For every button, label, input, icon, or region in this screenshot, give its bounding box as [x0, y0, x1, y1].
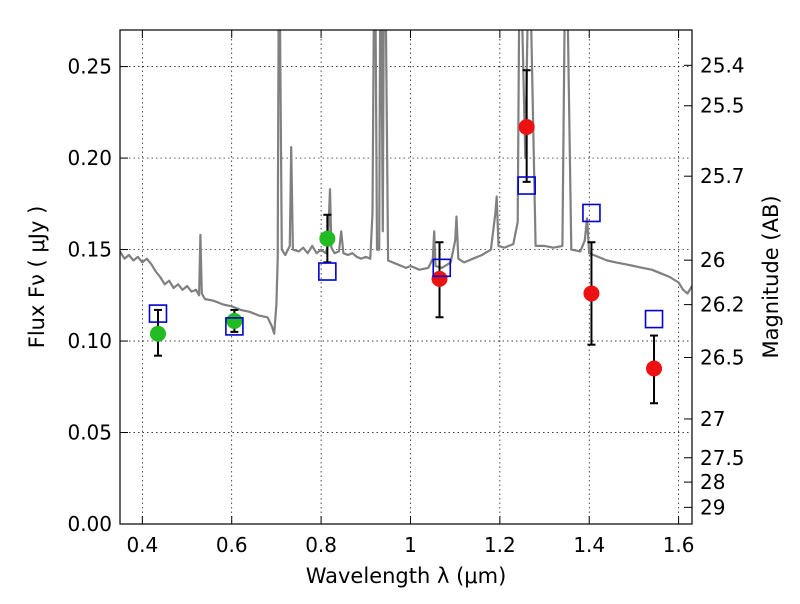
model-point — [644, 309, 664, 329]
y2-tick-label: 26.2 — [700, 293, 745, 317]
y2-tick-label: 27 — [700, 407, 725, 431]
x-tick-label: 1 — [404, 533, 417, 557]
y2-tick-label: 26 — [700, 248, 725, 272]
x-tick-label: 1.4 — [573, 533, 605, 557]
spectrum-line — [120, 30, 692, 335]
y-tick-label: 0.05 — [67, 421, 112, 445]
y2-tick-label: 27.5 — [700, 446, 745, 470]
y2-tick-label: 25.5 — [700, 94, 745, 118]
x-axis-label: Wavelength λ (μm) — [306, 564, 507, 588]
data-point — [518, 118, 535, 135]
y2-axis-label: Magnitude (AB) — [759, 195, 783, 358]
y2-tick-label: 26.5 — [700, 346, 745, 370]
plot-frame — [119, 29, 693, 525]
ticks: 0.4 0.6 0.8 1 1.2 1.4 1.6 0.00 0.05 0.10 0.15 0.20 0… — [67, 30, 745, 557]
y-tick-label: 0.25 — [67, 55, 112, 79]
x-tick-label: 1.2 — [484, 533, 516, 557]
data-point — [149, 325, 166, 342]
model-point — [225, 317, 244, 336]
y-tick-label: 0.00 — [67, 512, 112, 536]
data-point — [583, 285, 600, 302]
markers — [148, 118, 664, 377]
x-tick-label: 0.6 — [216, 533, 248, 557]
model-point — [517, 176, 536, 195]
x-tick-label: 0.8 — [305, 533, 337, 557]
y2-tick-label: 29 — [700, 495, 725, 519]
model-point — [318, 262, 337, 281]
data-point — [226, 312, 243, 329]
model-point — [582, 203, 601, 223]
x-tick-label: 0.4 — [126, 533, 158, 557]
model-point — [432, 258, 452, 278]
data-point — [431, 270, 448, 287]
data-point — [319, 230, 336, 247]
x-tick-label: 1.6 — [663, 533, 695, 557]
y-tick-label: 0.15 — [67, 238, 112, 262]
y-axis-label: Flux Fν ( μJy ) — [25, 206, 49, 349]
y-tick-label: 0.10 — [67, 329, 112, 353]
model-point — [148, 304, 168, 323]
y2-tick-label: 28 — [700, 470, 725, 494]
spectrum — [120, 30, 692, 335]
grid — [120, 30, 692, 525]
y2-tick-label: 25.4 — [700, 53, 745, 77]
y-tick-label: 0.20 — [67, 146, 112, 170]
y2-tick-label: 25.7 — [700, 164, 745, 188]
error-bars — [153, 69, 659, 405]
data-point — [646, 360, 663, 377]
